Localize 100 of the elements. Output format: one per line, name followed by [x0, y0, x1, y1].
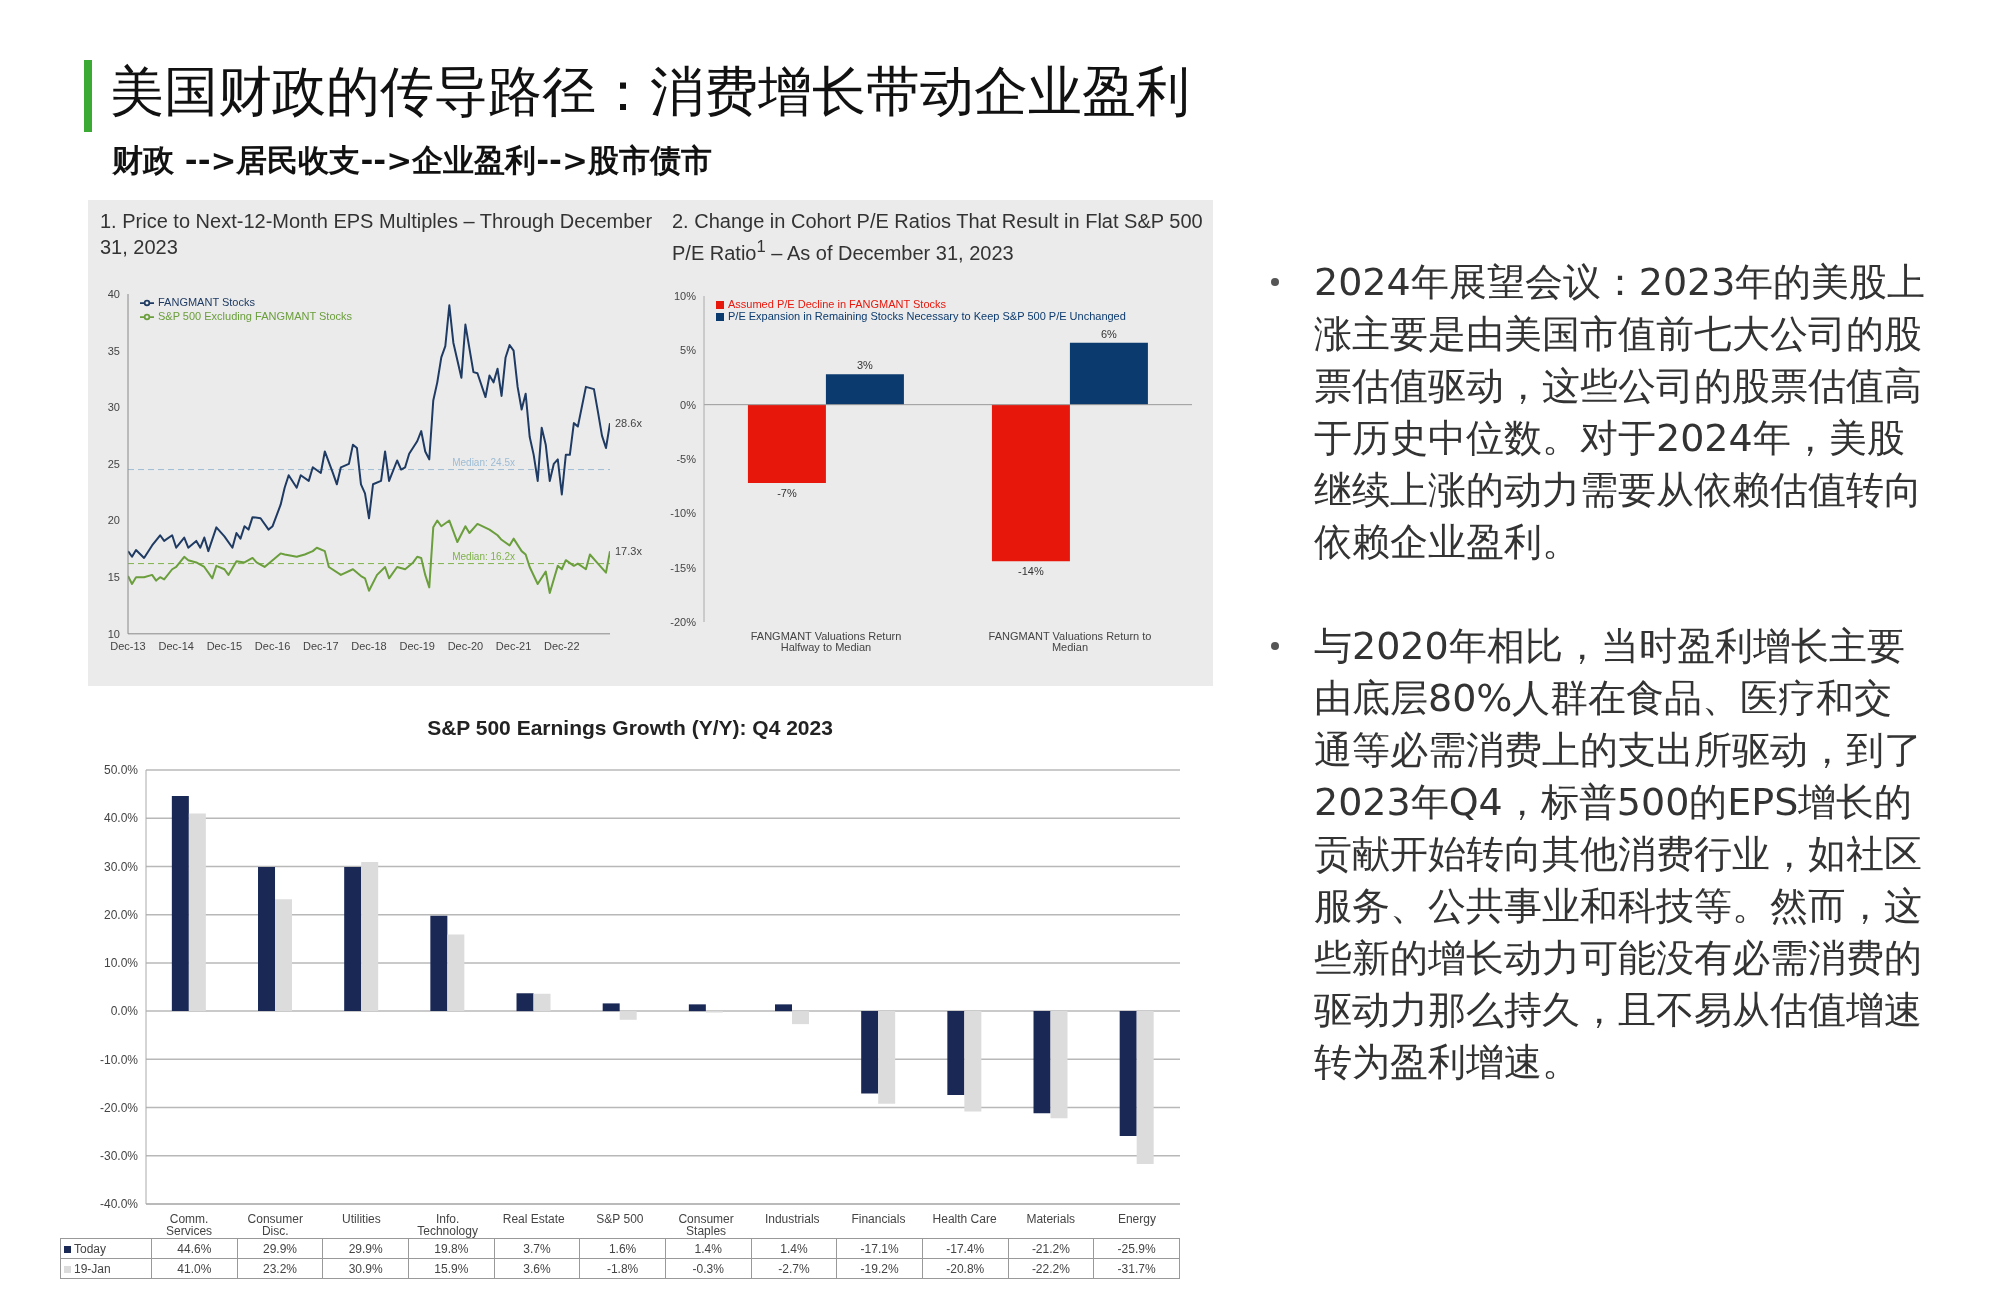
- y-tick-label: -40.0%: [99, 1197, 139, 1212]
- annotation: 17.3x: [615, 545, 643, 558]
- bar: [447, 934, 465, 1012]
- data-label: 15.9%: [408, 1258, 495, 1279]
- x-tick-label: Dec-19: [399, 639, 435, 652]
- legend-label: Today: [60, 1238, 152, 1259]
- data-label: 3.6%: [494, 1258, 580, 1279]
- y-tick-label: -5%: [676, 452, 697, 465]
- y-tick-label: 30.0%: [103, 859, 139, 874]
- bar: [747, 404, 826, 483]
- x-tick-label: Dec-18: [351, 639, 387, 652]
- bar: [1136, 1011, 1154, 1164]
- legend-label: S&P 500 Excluding FANGMANT Stocks: [158, 310, 353, 323]
- ref-line-label: Median: 16.2x: [452, 550, 515, 562]
- x-tick-label: Dec-17: [303, 639, 339, 652]
- bar: [619, 1011, 637, 1020]
- bar: [344, 866, 362, 1012]
- x-tick-label: Dec-20: [447, 639, 484, 652]
- line-series: [128, 304, 610, 559]
- x-tick-label: Energy: [1117, 1211, 1156, 1226]
- y-tick-label: 50.0%: [103, 763, 139, 778]
- y-tick-label: -10.0%: [99, 1052, 139, 1067]
- bar: [430, 915, 448, 1012]
- x-tick-label: Info. Technology: [417, 1211, 478, 1238]
- bar: [1119, 1011, 1137, 1137]
- y-tick-label: 40: [107, 287, 120, 300]
- x-tick-label: Dec-14: [158, 639, 194, 652]
- line-series: [128, 519, 610, 595]
- x-tick-label: Financials: [851, 1211, 906, 1226]
- y-tick-label: 20: [107, 514, 120, 527]
- legend-label: FANGMANT Stocks: [158, 296, 255, 308]
- bar: [688, 1004, 706, 1012]
- y-tick-label: 15: [107, 571, 120, 584]
- bar: [878, 1011, 896, 1104]
- y-tick-label: 40.0%: [103, 811, 139, 826]
- bar: [516, 993, 534, 1012]
- data-label: -21.2%: [1008, 1238, 1094, 1259]
- y-tick-label: -15%: [670, 561, 697, 574]
- bar: [775, 1004, 793, 1012]
- bar: [533, 993, 551, 1012]
- x-tick-label: Dec-13: [110, 639, 146, 652]
- bar: [602, 1003, 620, 1012]
- y-tick-label: 35: [107, 344, 120, 357]
- bar: [258, 866, 276, 1012]
- data-label: 29.9%: [322, 1238, 409, 1259]
- data-label: -20.8%: [922, 1258, 1009, 1279]
- x-tick-label: FANGMANT Valuations Return to Median: [988, 629, 1152, 653]
- chart-title: 1. Price to Next-12-Month EPS Multiples – Through December 31, 2023: [99, 209, 654, 260]
- data-label: -0.3%: [665, 1258, 752, 1279]
- y-tick-label: 10.0%: [103, 956, 139, 971]
- x-tick-label: Consumer Disc.: [247, 1211, 303, 1238]
- y-tick-label: -20.0%: [99, 1100, 139, 1115]
- x-tick-label: Dec-15: [206, 639, 243, 652]
- data-label: 6%: [1100, 327, 1118, 340]
- bar: [792, 1011, 810, 1025]
- data-label: 1.6%: [579, 1238, 666, 1259]
- y-tick-label: 5%: [680, 344, 697, 357]
- y-tick-label: 10%: [673, 289, 697, 302]
- data-label: 3%: [856, 359, 874, 372]
- legend-label: 19-Jan: [60, 1258, 152, 1279]
- chart-title: 2. Change in Cohort P/E Ratios That Result in Flat S&P 500 P/E Ratio$^{1}$ – As of December 31, 2023: [671, 209, 1204, 266]
- data-label: 29.9%: [237, 1238, 323, 1259]
- data-label: -25.9%: [1093, 1238, 1180, 1259]
- x-tick-label: Materials: [1026, 1211, 1076, 1226]
- chart-title: S&P 500 Earnings Growth (Y/Y): Q4 2023: [426, 716, 834, 741]
- bar: [361, 862, 379, 1012]
- x-tick-label: Industrials: [764, 1211, 820, 1226]
- bar: [1069, 342, 1148, 405]
- x-tick-label: Utilities: [342, 1211, 381, 1226]
- data-label: -1.8%: [579, 1258, 666, 1279]
- data-label: -19.2%: [836, 1258, 923, 1279]
- x-tick-label: Consumer Staples: [678, 1211, 734, 1238]
- y-tick-label: 10: [107, 627, 120, 640]
- y-tick-label: 0%: [680, 398, 697, 411]
- data-label: 41.0%: [151, 1258, 238, 1279]
- bar: [861, 1011, 879, 1094]
- y-tick-label: 30: [107, 401, 120, 414]
- data-label: -2.7%: [751, 1258, 837, 1279]
- y-tick-label: 25: [107, 457, 120, 470]
- text: 美国财政的传导路径：消费增长带动企业盈利: [110, 59, 1190, 125]
- x-tick-label: Health Care: [932, 1211, 997, 1226]
- bar: [275, 899, 293, 1012]
- data-label: -31.7%: [1093, 1258, 1180, 1279]
- x-tick-label: Dec-16: [254, 639, 291, 652]
- y-tick-label: 20.0%: [103, 907, 139, 922]
- annotation: 28.6x: [615, 417, 643, 430]
- bar: [991, 404, 1070, 562]
- ref-line-label: Median: 24.5x: [452, 456, 515, 468]
- x-tick-label: Dec-22: [544, 639, 580, 652]
- x-tick-label: Dec-21: [495, 639, 532, 652]
- data-label: 19.8%: [408, 1238, 495, 1259]
- y-tick-label: 0.0%: [110, 1004, 139, 1019]
- data-label: 1.4%: [751, 1238, 837, 1259]
- data-label: 1.4%: [665, 1238, 752, 1259]
- data-label: -22.2%: [1008, 1258, 1094, 1279]
- data-label: 44.6%: [151, 1238, 238, 1259]
- bar: [171, 796, 189, 1012]
- bar: [964, 1011, 982, 1112]
- x-tick-label: Real Estate: [502, 1211, 566, 1226]
- bar: [947, 1011, 965, 1096]
